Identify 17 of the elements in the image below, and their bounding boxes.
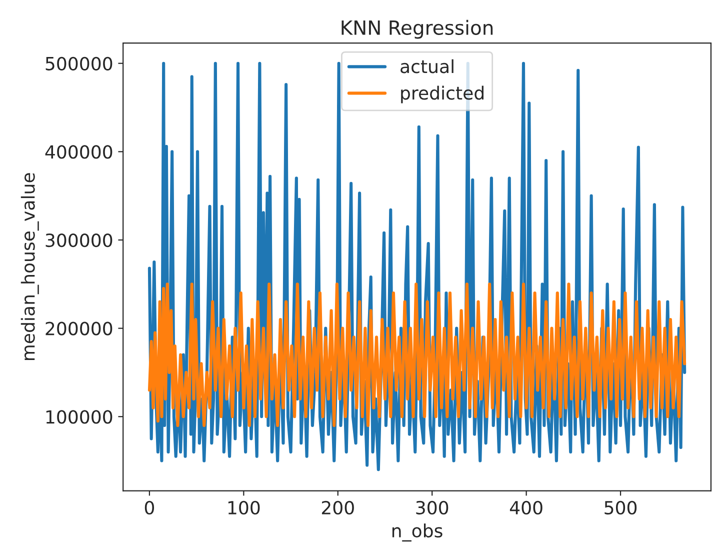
line-series xyxy=(148,282,686,427)
legend-label: actual xyxy=(400,59,454,74)
legend-label: predicted xyxy=(401,86,484,104)
y-axis-title: median_house_value xyxy=(20,173,39,360)
x-tick-label: 200 xyxy=(322,500,354,514)
y-tick-label: 500000 xyxy=(46,56,112,70)
y-tick-label: 400000 xyxy=(45,145,112,159)
x-tick-label: 500 xyxy=(604,500,637,514)
x-axis-title: n_obs xyxy=(392,524,442,542)
x-tick-label: 0 xyxy=(144,500,154,514)
chart-title: KNN Regression xyxy=(342,20,493,39)
x-tick-label: 400 xyxy=(510,500,542,514)
x-tick-label: 100 xyxy=(228,500,260,514)
y-tick-label: 300000 xyxy=(46,233,112,248)
y-tick-label: 100000 xyxy=(46,410,112,424)
x-tick-label: 300 xyxy=(416,500,448,514)
y-tick-label: 200000 xyxy=(46,322,112,336)
